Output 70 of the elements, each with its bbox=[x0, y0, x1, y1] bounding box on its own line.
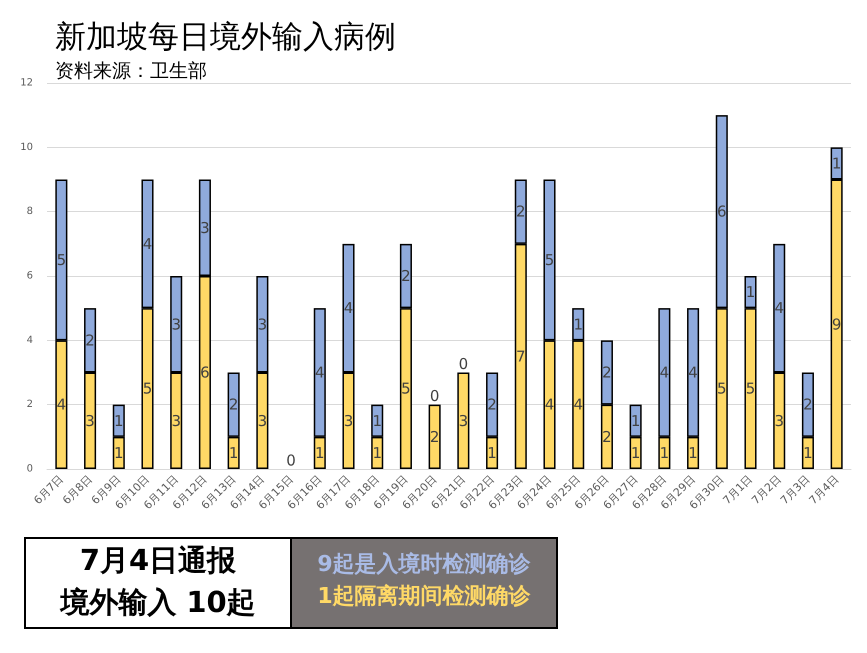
data-label: 9 bbox=[832, 315, 842, 334]
data-label: 2 bbox=[401, 267, 411, 285]
text: 7月4日通报 bbox=[78, 543, 238, 578]
data-label: 1 bbox=[630, 444, 640, 462]
data-label: 0 bbox=[430, 387, 440, 406]
data-label: 3 bbox=[774, 412, 784, 430]
data-label: 6 bbox=[717, 202, 727, 221]
data-label: 4 bbox=[142, 234, 152, 253]
data-label: 2 bbox=[516, 202, 526, 221]
data-label: 1 bbox=[372, 444, 382, 462]
data-label: 3 bbox=[258, 315, 268, 334]
y-tick-label: 4 bbox=[26, 334, 33, 346]
data-label: 5 bbox=[746, 380, 756, 398]
data-label: 4 bbox=[544, 396, 554, 414]
data-label: 1 bbox=[832, 154, 842, 172]
data-label: 3 bbox=[171, 315, 181, 334]
data-label: 4 bbox=[315, 364, 325, 382]
data-label: 5 bbox=[56, 250, 66, 269]
text: 1起隔离期间检测确诊 bbox=[316, 584, 532, 610]
data-label: 0 bbox=[286, 452, 296, 470]
data-label: 1 bbox=[228, 444, 238, 462]
y-tick-label: 10 bbox=[20, 142, 33, 153]
y-tick-label: 8 bbox=[26, 206, 33, 218]
data-label: 5 bbox=[717, 380, 727, 398]
data-label: 5 bbox=[142, 380, 152, 398]
data-label: 3 bbox=[85, 412, 95, 430]
bar bbox=[457, 372, 470, 469]
data-label: 4 bbox=[344, 299, 354, 318]
y-tick-label: 12 bbox=[20, 78, 33, 88]
data-label: 2 bbox=[602, 428, 612, 446]
text: 境外输入 10起 bbox=[58, 585, 257, 620]
data-label: 2 bbox=[803, 396, 813, 414]
data-label: 1 bbox=[573, 315, 583, 334]
y-tick-label: 6 bbox=[26, 270, 33, 282]
data-label: 3 bbox=[458, 412, 468, 430]
data-label: 4 bbox=[774, 299, 784, 318]
data-label: 3 bbox=[171, 412, 181, 430]
data-label: 5 bbox=[401, 380, 411, 398]
data-label: 0 bbox=[458, 355, 468, 373]
data-label: 3 bbox=[200, 218, 210, 237]
text: 9起是入境时检测确诊 bbox=[316, 552, 532, 578]
data-label: 4 bbox=[56, 396, 66, 414]
data-label: 2 bbox=[602, 364, 612, 382]
y-tick-label: 2 bbox=[26, 399, 33, 410]
data-label: 2 bbox=[487, 396, 497, 414]
data-label: 1 bbox=[803, 444, 813, 462]
data-label: 2 bbox=[430, 428, 440, 446]
y-tick-label: 0 bbox=[26, 464, 33, 474]
data-label: 2 bbox=[85, 331, 95, 350]
data-label: 4 bbox=[688, 364, 698, 382]
data-label: 6 bbox=[200, 364, 210, 382]
data-label: 1 bbox=[372, 412, 382, 430]
data-label: 4 bbox=[573, 396, 583, 414]
data-label: 1 bbox=[660, 444, 670, 462]
data-label: 5 bbox=[544, 250, 554, 269]
data-label: 4 bbox=[660, 364, 670, 382]
data-label: 1 bbox=[746, 283, 756, 302]
data-label: 2 bbox=[228, 396, 238, 414]
data-label: 7 bbox=[516, 347, 526, 366]
data-label: 1 bbox=[487, 444, 497, 462]
data-label: 1 bbox=[688, 444, 698, 462]
data-label: 1 bbox=[630, 412, 640, 430]
chart-subtitle: 资料来源：卫生部 bbox=[55, 60, 207, 82]
bar bbox=[428, 404, 441, 469]
data-label: 3 bbox=[258, 412, 268, 430]
data-label: 3 bbox=[344, 412, 354, 430]
chart-title: 新加坡每日境外输入病例 bbox=[55, 19, 396, 55]
data-label: 1 bbox=[114, 444, 124, 462]
data-label: 1 bbox=[315, 444, 325, 462]
data-label: 1 bbox=[114, 412, 124, 430]
